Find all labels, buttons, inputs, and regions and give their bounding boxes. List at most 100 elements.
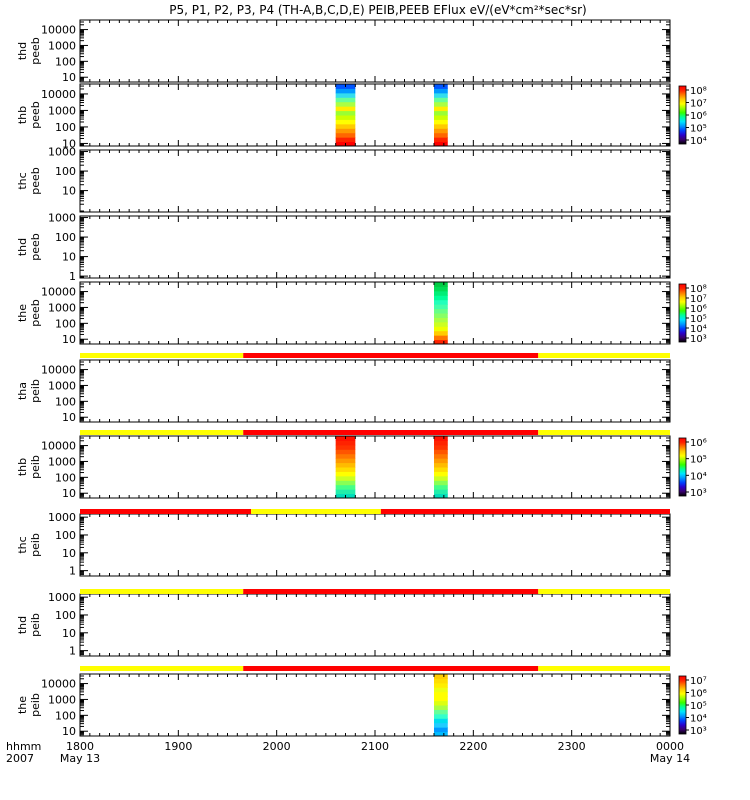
panel-thd-peib: 1000 100 10 1 thd peib [16,591,671,658]
y-tick-label: 10000 [41,678,76,691]
colorbar [678,437,687,497]
spectrogram-cell [335,489,356,495]
y-tick-label: 100 [55,121,76,134]
colorbar-label: 10⁷ [690,676,707,687]
spectrogram-cell [335,123,356,129]
y-tick-label: 10 [62,487,76,500]
panel-label-probe: thd [16,238,29,256]
panel-frame [79,593,671,657]
spectrogram-cell [434,282,448,287]
spectrogram-cell [434,106,448,112]
y-tick-label: 100 [55,55,76,68]
spectrogram-cell [434,335,448,341]
spectrogram-cell [335,471,356,477]
panel-frame [79,513,671,577]
x-date-label: May 14 [650,752,690,765]
mode-bar-segment [80,666,244,671]
spectrogram-cell [434,97,448,103]
panel-label-product: peeb [29,167,42,195]
spectrogram-cell [434,722,448,728]
y-tick-label: 10 [62,137,76,150]
spectrogram-cell [335,467,356,472]
spectrogram-cell [434,132,448,138]
spectrogram-cell [335,106,356,112]
colorbar-label: 10³ [690,488,707,499]
spectrogram-cell [335,458,356,464]
spectrogram-cell [434,449,448,455]
spectrogram-cell [434,444,448,450]
panel-label-product: peib [29,613,42,637]
colorbar [678,85,687,145]
y-tick-label: 1000 [48,455,76,468]
spectrogram-cell [434,290,448,296]
colorbar [678,283,687,343]
spectrogram-cell [434,123,448,129]
panel-frame [79,19,671,83]
spectrogram-cell [434,313,448,318]
colorbar-label: 10⁴ [690,714,707,725]
spectrogram-cell [335,97,356,103]
x-date-label: May 13 [60,752,100,765]
spectrogram-cell [434,92,448,98]
panel-thc-peeb: 1000 100 10 thc peeb [16,146,671,213]
colorbar-label: 10⁵ [690,124,707,135]
panel-frame [79,149,671,213]
y-tick-label: 100 [55,165,76,178]
y-tick-label: 10000 [41,88,76,101]
spectrogram-cell [335,444,356,450]
mode-bar-segment [538,430,670,435]
spectrogram-cell [335,137,356,143]
colorbar-label: 10⁵ [690,455,707,466]
spectrogram-cell [434,467,448,472]
spectrogram-cell [434,493,448,499]
panel-frame [79,215,671,279]
colorbar-label: 10⁶ [690,111,707,122]
y-tick-label: 1000 [48,379,76,392]
y-tick-label: 10000 [41,24,76,37]
colorbar-label: 10⁷ [690,99,707,110]
spectrogram-cell [434,436,448,441]
spectrogram-cell [434,286,448,292]
y-tick-label: 100 [55,609,76,622]
mode-bar-segment [80,509,252,514]
mode-bar-segment [538,666,670,671]
spectrogram-cell [434,678,448,684]
panel-thd-peeb: 1000 100 10 1 thd peeb [16,212,671,283]
y-tick-label: 1 [69,645,76,658]
spectrogram-cell [434,462,448,468]
spectrogram-cell [335,115,356,120]
spectrogram-cell [434,480,448,486]
spectrogram-cell [434,321,448,327]
y-tick-label: 10000 [41,286,76,299]
spectrogram-cell [335,462,356,468]
y-tick-label: 1000 [48,301,76,314]
spectrogram-cell [434,696,448,702]
spectrogram-cell [434,458,448,464]
chart-title: P5, P1, P2, P3, P4 (TH-A,B,C,D,E) PEIB,P… [169,3,586,17]
spectrogram-cell [434,119,448,125]
y-tick-label: 10 [62,71,76,84]
panel-frame [79,281,671,345]
panel-tha-peib: 10000 1000 100 10 tha peib [16,359,671,424]
y-tick-label: 1000 [48,511,76,524]
spectrogram-cell [335,92,356,98]
y-tick-label: 10 [62,725,76,738]
y-tick-label: 100 [55,529,76,542]
panel-label-product: peib [29,693,42,717]
panel-label-probe: thc [16,536,29,553]
colorbar-label: 10⁴ [690,136,707,147]
panel-label-product: peeb [29,299,42,327]
spectrogram-cell [434,705,448,710]
colorbar-label: 10⁷ [690,294,707,305]
spectrogram-cell [434,731,448,737]
y-tick-label: 100 [55,395,76,408]
y-tick-label: 1 [69,270,76,283]
spectrogram-cell [434,317,448,323]
y-tick-label: 1000 [48,104,76,117]
spectrogram-cell [434,453,448,459]
mode-bar-segment [243,589,539,594]
